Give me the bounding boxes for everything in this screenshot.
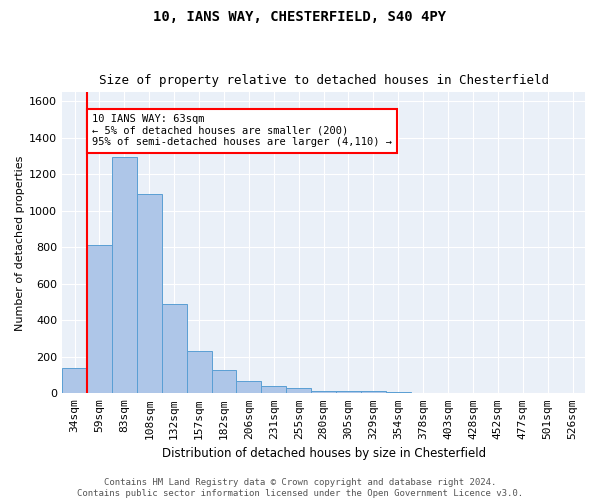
Bar [262,386,286,394]
Bar [62,368,87,394]
Y-axis label: Number of detached properties: Number of detached properties [15,155,25,330]
Bar [286,388,311,394]
Bar [236,382,262,394]
Text: 10, IANS WAY, CHESTERFIELD, S40 4PY: 10, IANS WAY, CHESTERFIELD, S40 4PY [154,10,446,24]
Bar [162,304,187,394]
Bar [112,157,137,394]
Bar [386,392,411,394]
Bar [87,244,112,394]
Bar [311,390,336,394]
Text: 10 IANS WAY: 63sqm
← 5% of detached houses are smaller (200)
95% of semi-detache: 10 IANS WAY: 63sqm ← 5% of detached hous… [92,114,392,148]
Text: Contains HM Land Registry data © Crown copyright and database right 2024.
Contai: Contains HM Land Registry data © Crown c… [77,478,523,498]
Title: Size of property relative to detached houses in Chesterfield: Size of property relative to detached ho… [98,74,548,87]
Bar [411,393,436,394]
Bar [212,370,236,394]
Bar [137,194,162,394]
Bar [187,352,212,394]
Bar [361,392,386,394]
X-axis label: Distribution of detached houses by size in Chesterfield: Distribution of detached houses by size … [161,447,485,460]
Bar [336,391,361,394]
